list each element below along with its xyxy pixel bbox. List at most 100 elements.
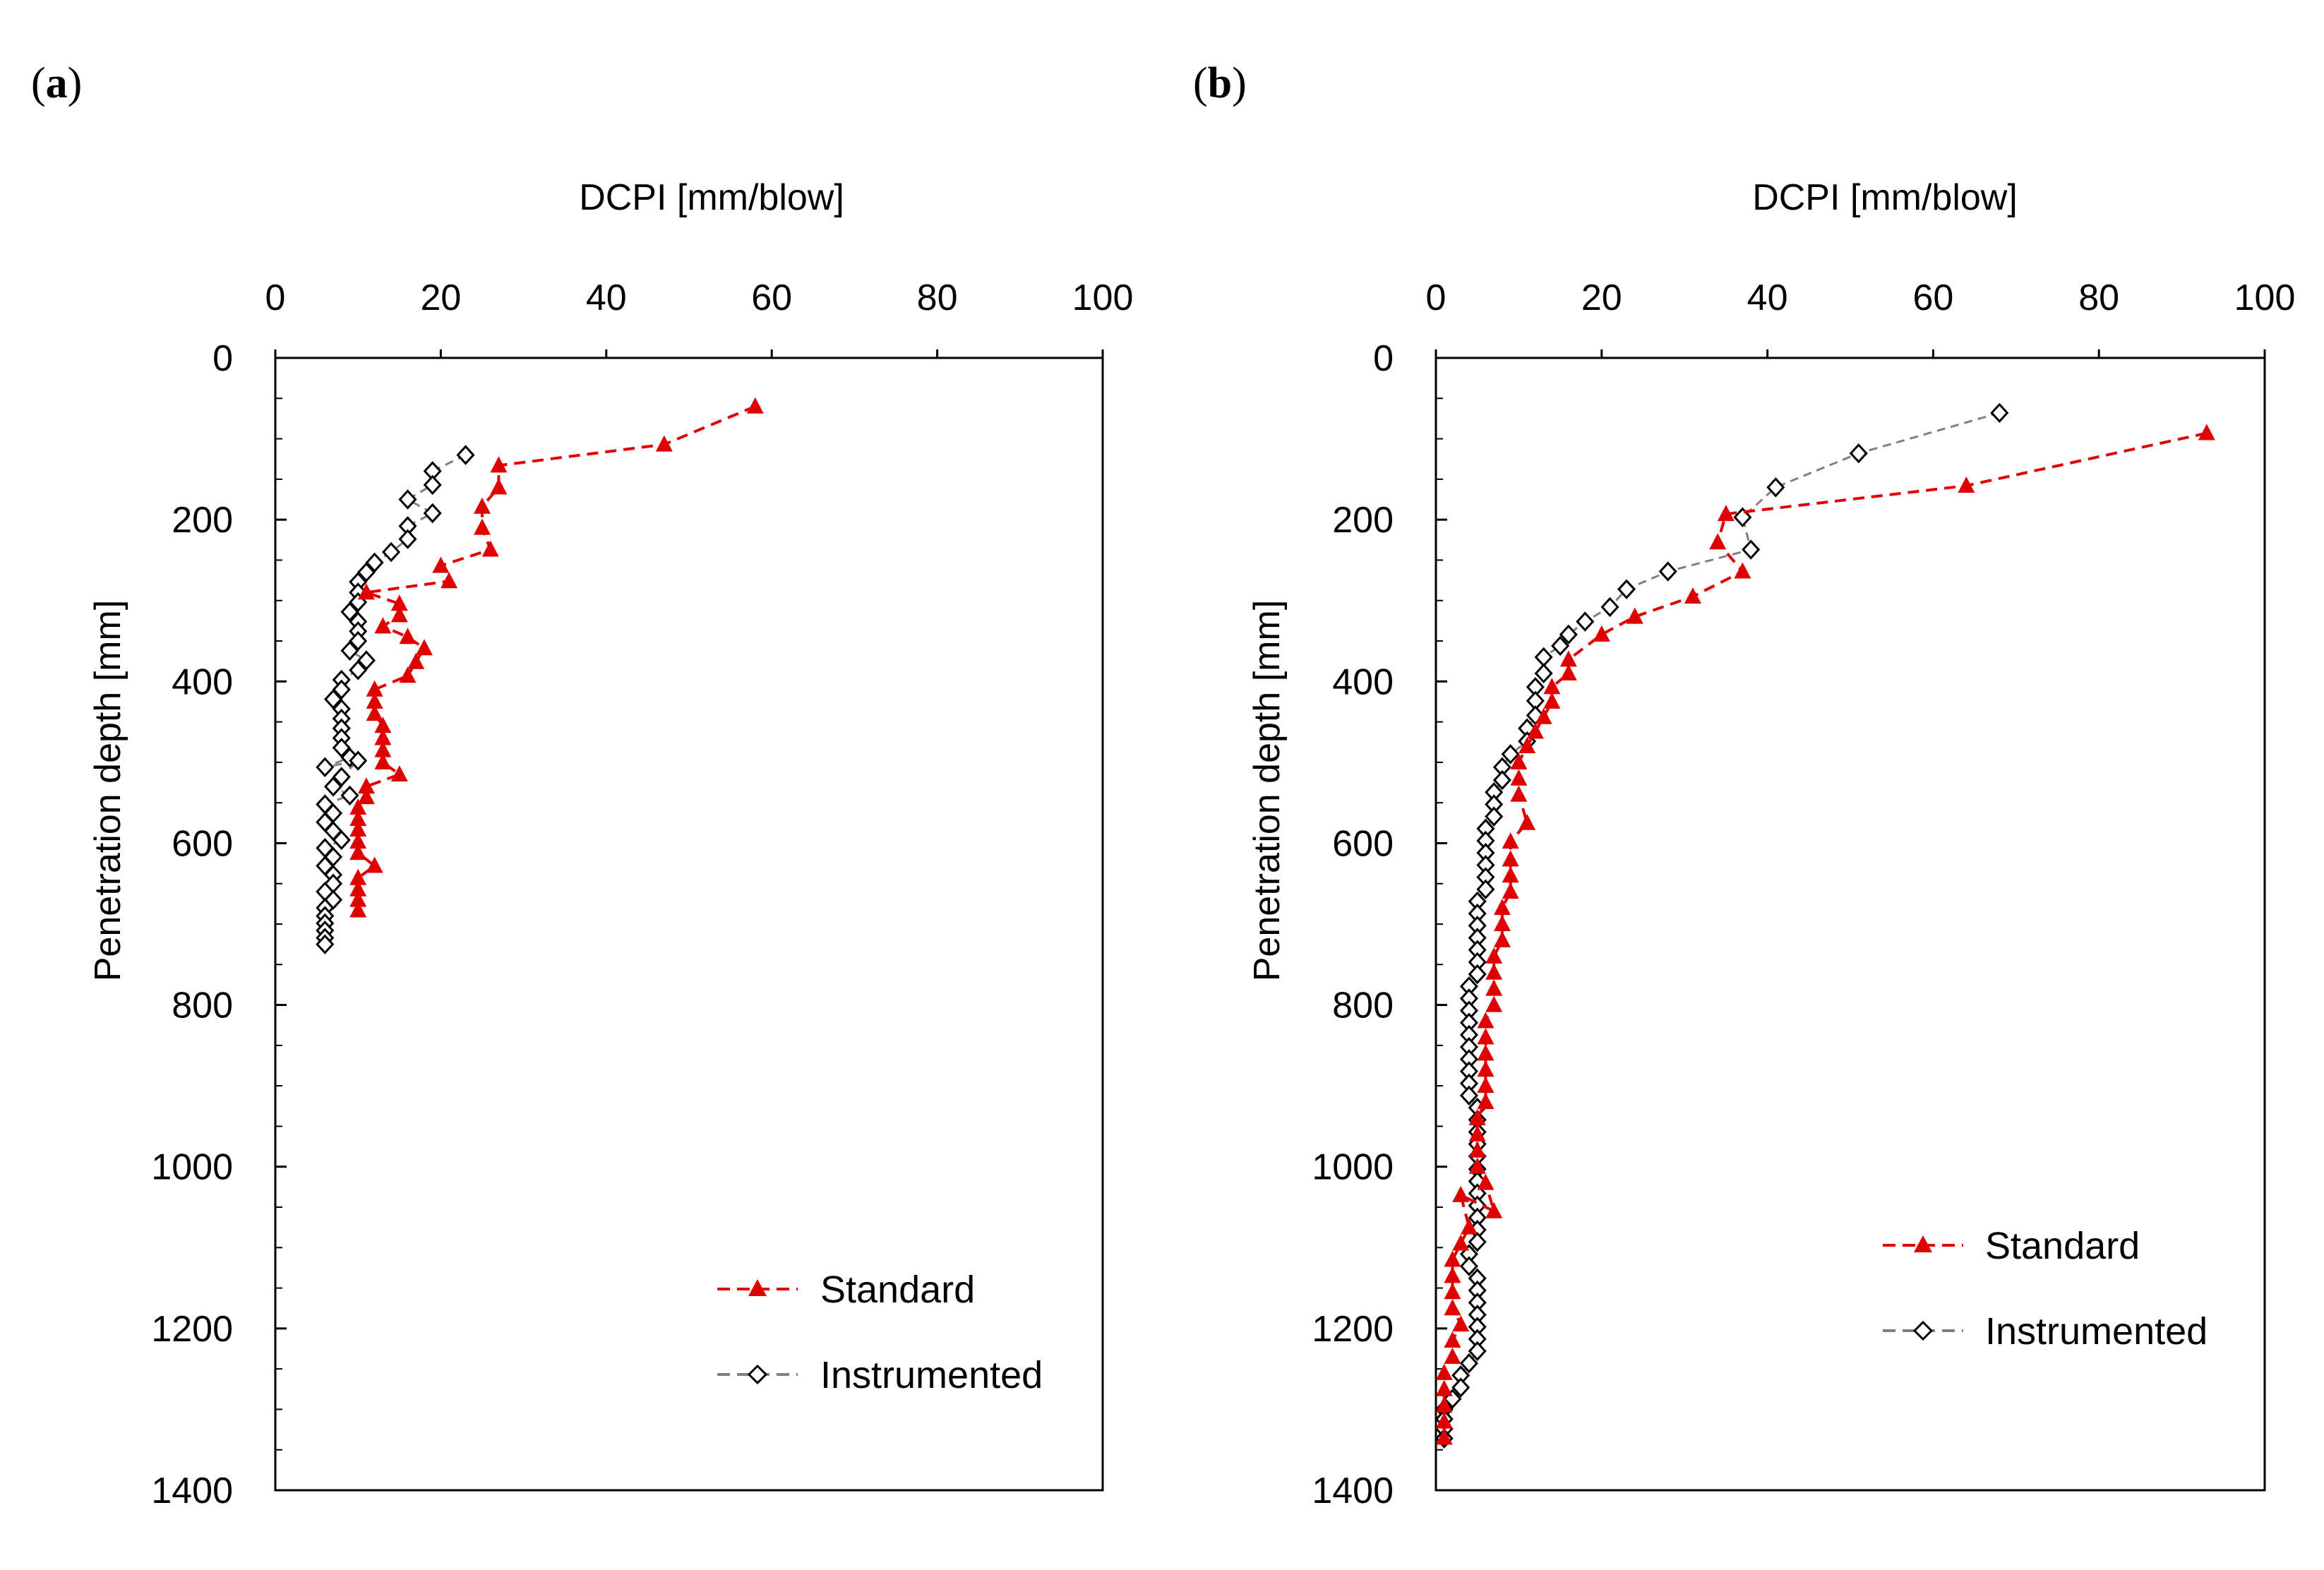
data-point-standard bbox=[349, 798, 367, 815]
data-point-instrumented bbox=[1501, 744, 1520, 765]
data-point-instrumented bbox=[1451, 1377, 1471, 1398]
y-tick-label: 400 bbox=[172, 661, 233, 702]
data-point-standard bbox=[1485, 1202, 1503, 1218]
x-tick-label: 100 bbox=[2234, 277, 2296, 318]
data-point-instrumented bbox=[1468, 1232, 1487, 1252]
data-point-instrumented bbox=[332, 829, 351, 851]
data-point-instrumented bbox=[316, 757, 335, 777]
data-point-standard bbox=[1543, 692, 1561, 709]
data-point-instrumented bbox=[398, 529, 417, 549]
data-point-standard bbox=[1444, 1347, 1461, 1364]
x-tick-label: 100 bbox=[1072, 277, 1134, 318]
data-point-instrumented bbox=[316, 934, 335, 954]
data-point-standard bbox=[1717, 505, 1735, 522]
y-tick-label: 800 bbox=[172, 985, 233, 1026]
legend: Standard Instrumented bbox=[717, 1269, 1043, 1396]
data-point-standard bbox=[1477, 1060, 1495, 1077]
data-point-standard bbox=[1477, 1093, 1495, 1110]
data-point-standard bbox=[1559, 650, 1577, 667]
data-point-instrumented bbox=[1468, 1341, 1487, 1362]
data-point-standard bbox=[349, 890, 367, 907]
data-point-standard bbox=[1734, 562, 1751, 579]
legend-marker-instrumented bbox=[1912, 1320, 1934, 1341]
data-point-standard bbox=[1477, 1173, 1495, 1190]
x-tick-label: 40 bbox=[586, 277, 627, 318]
data-point-instrumented bbox=[349, 630, 368, 652]
data-point-instrumented bbox=[324, 777, 343, 797]
data-point-standard bbox=[1519, 736, 1536, 753]
legend-entry-standard: Standard bbox=[1883, 1225, 2140, 1267]
data-point-standard bbox=[1452, 1185, 1470, 1202]
data-point-standard bbox=[349, 880, 367, 897]
legend-entry-instrumented: Instrumented bbox=[1883, 1310, 2208, 1353]
data-point-standard bbox=[349, 844, 367, 861]
data-point-instrumented bbox=[1559, 624, 1578, 645]
data-point-instrumented bbox=[1459, 1085, 1478, 1106]
data-point-standard bbox=[1493, 899, 1511, 916]
data-point-instrumented bbox=[398, 489, 417, 510]
data-point-standard bbox=[357, 583, 375, 600]
data-point-standard bbox=[399, 666, 417, 683]
data-point-standard bbox=[474, 497, 491, 514]
data-point-standard bbox=[349, 820, 367, 837]
data-point-standard bbox=[390, 765, 408, 782]
y-tick-label: 200 bbox=[172, 500, 233, 541]
data-point-instrumented bbox=[423, 474, 442, 496]
data-point-standard bbox=[474, 518, 491, 535]
data-point-standard bbox=[374, 617, 392, 634]
data-point-instrumented bbox=[1617, 579, 1636, 599]
data-point-instrumented bbox=[1551, 635, 1570, 657]
data-point-standard bbox=[349, 810, 367, 827]
data-point-standard bbox=[1435, 1363, 1453, 1380]
legend: Standard Instrumented bbox=[1883, 1225, 2208, 1353]
x-tick-label: 60 bbox=[751, 277, 792, 318]
data-point-instrumented bbox=[1476, 879, 1495, 899]
data-point-standard bbox=[1502, 832, 1519, 849]
data-point-standard bbox=[415, 639, 433, 656]
data-point-standard bbox=[1559, 664, 1577, 681]
data-point-standard bbox=[490, 478, 508, 495]
data-point-standard bbox=[746, 397, 764, 414]
legend-marker-standard bbox=[748, 1279, 767, 1296]
data-point-instrumented bbox=[382, 541, 401, 563]
data-point-instrumented bbox=[349, 660, 368, 681]
y-tick-label: 0 bbox=[1373, 338, 1394, 379]
y-axis-title: Penetration depth [mm] bbox=[1247, 600, 1288, 982]
y-tick-label: 200 bbox=[1332, 500, 1394, 541]
data-point-instrumented bbox=[340, 640, 359, 661]
data-point-instrumented bbox=[1459, 1256, 1478, 1276]
x-tick-label: 40 bbox=[1747, 277, 1788, 318]
x-axis-title: DCPI [mm/blow] bbox=[1752, 177, 2018, 218]
data-point-standard bbox=[374, 729, 392, 745]
data-point-standard bbox=[1519, 813, 1536, 830]
data-point-standard bbox=[1543, 678, 1561, 695]
data-point-standard bbox=[357, 777, 375, 794]
data-point-standard bbox=[1684, 587, 1701, 604]
data-point-standard bbox=[1958, 477, 1975, 493]
legend-label-instrumented: Instrumented bbox=[1985, 1310, 2208, 1353]
data-point-standard bbox=[1435, 1428, 1453, 1445]
y-tick-label: 1400 bbox=[151, 1470, 233, 1511]
panel-a-letter: a bbox=[46, 59, 68, 107]
data-point-standard bbox=[441, 572, 458, 589]
data-point-standard bbox=[1485, 979, 1503, 996]
data-point-standard bbox=[357, 788, 375, 805]
data-point-standard bbox=[1468, 1108, 1486, 1125]
data-point-instrumented bbox=[340, 601, 359, 622]
data-point-standard bbox=[349, 901, 367, 918]
y-tick-label: 1200 bbox=[1312, 1309, 1394, 1350]
data-point-instrumented bbox=[349, 750, 368, 771]
data-point-standard bbox=[1485, 947, 1503, 964]
data-point-standard bbox=[1460, 1218, 1478, 1235]
data-point-standard bbox=[1593, 625, 1610, 642]
data-point-standard bbox=[349, 832, 367, 849]
x-tick-label: 20 bbox=[1581, 277, 1622, 318]
y-tick-label: 600 bbox=[172, 823, 233, 864]
data-point-standard bbox=[390, 606, 408, 623]
data-point-standard bbox=[490, 456, 508, 473]
data-point-instrumented bbox=[1658, 561, 1677, 582]
data-point-standard bbox=[1468, 1157, 1486, 1174]
